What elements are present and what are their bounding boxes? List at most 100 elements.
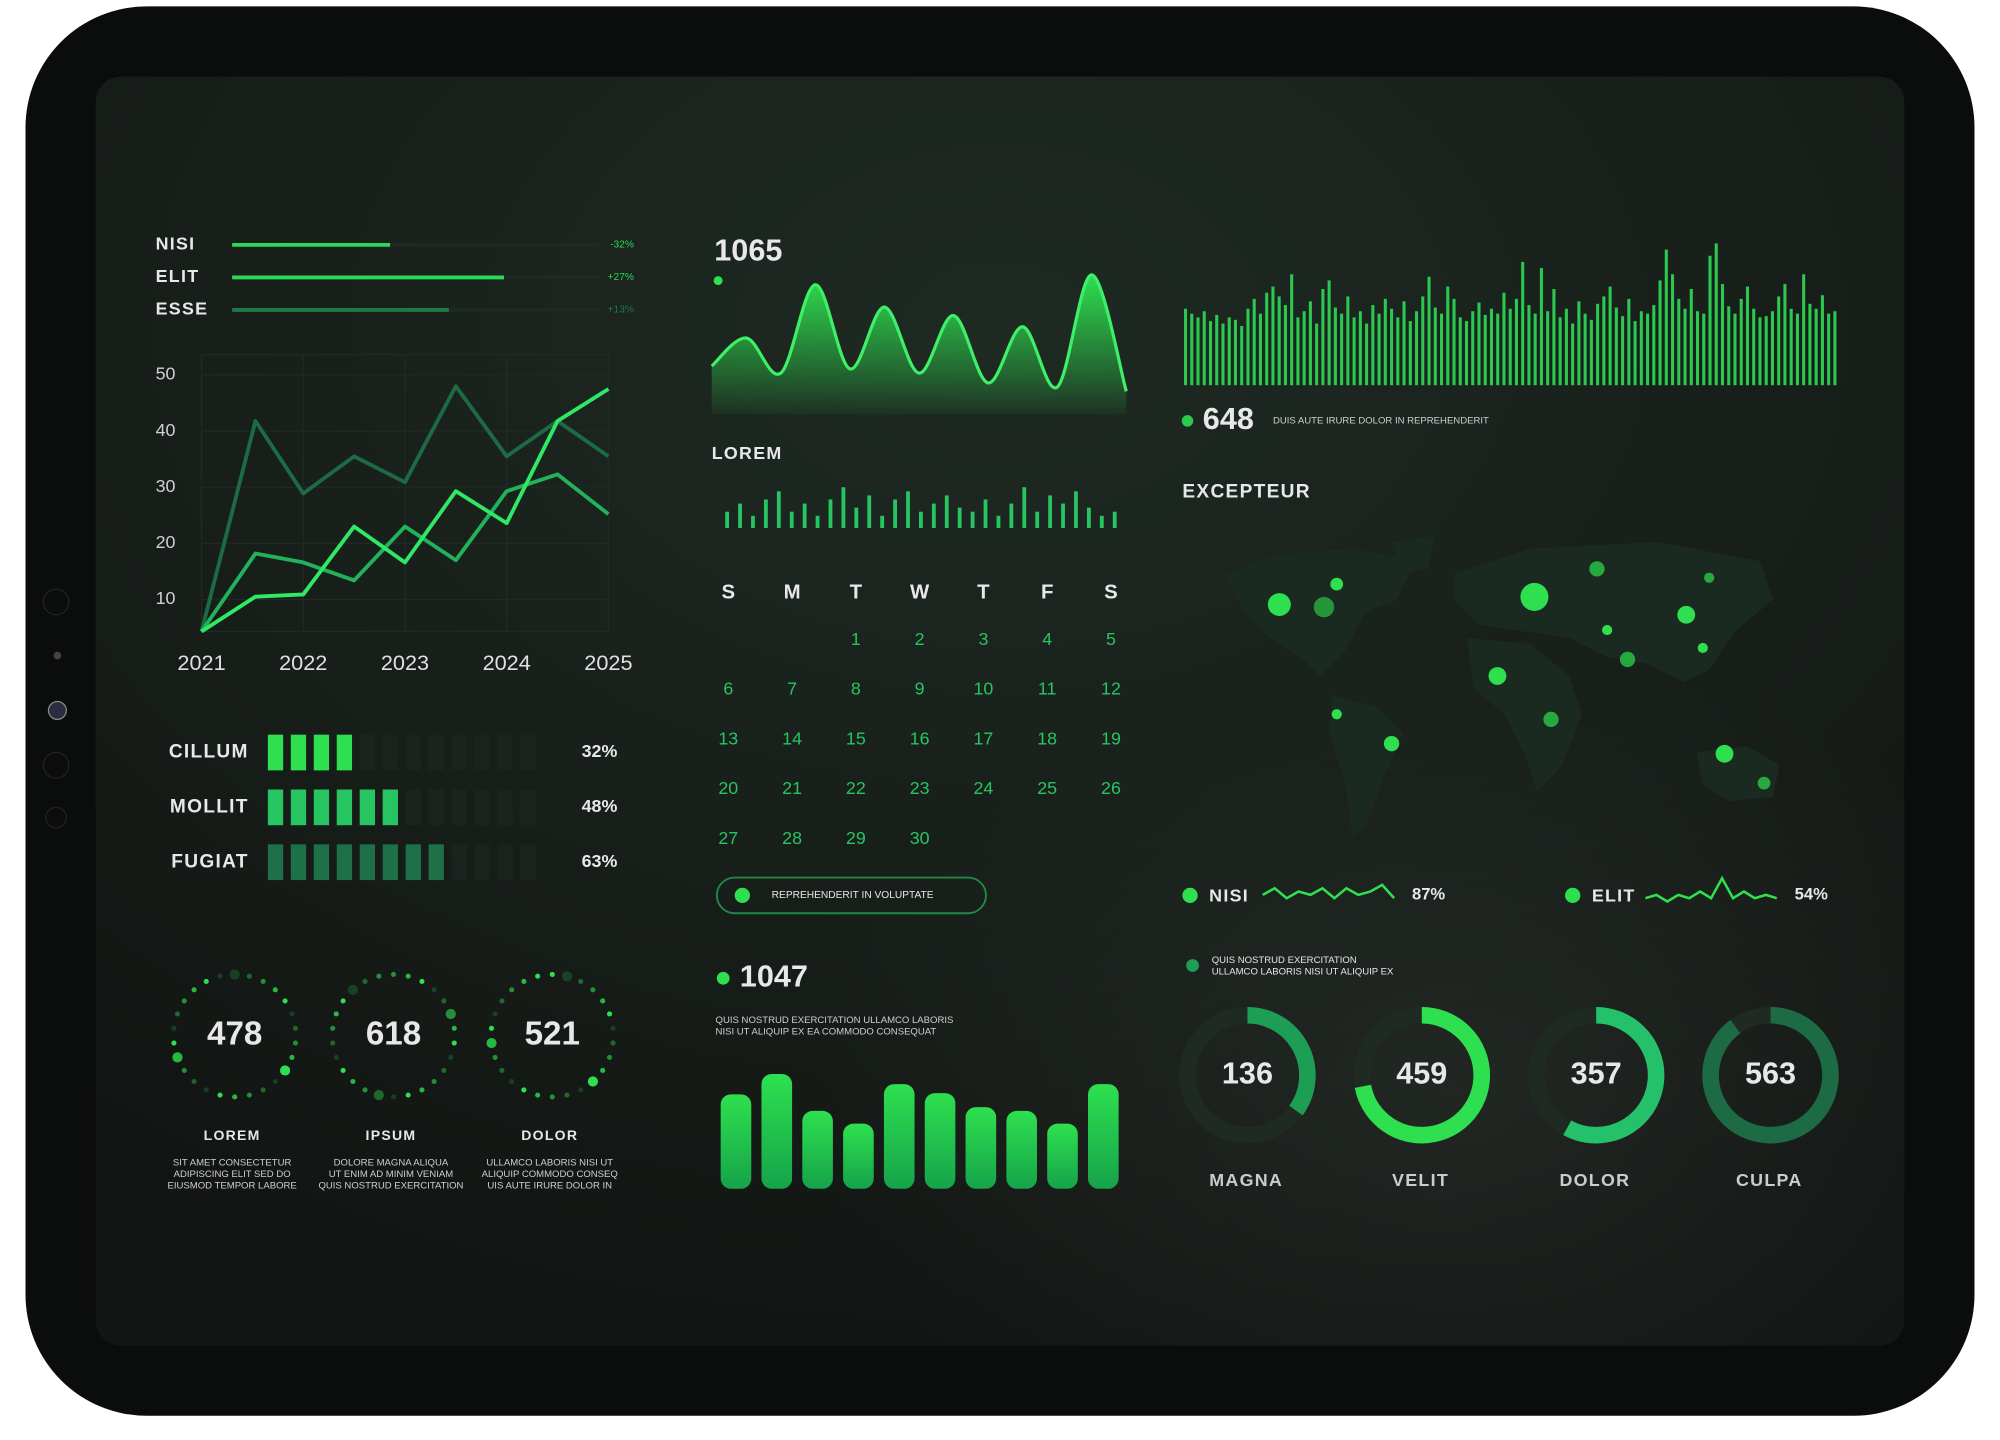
day: 10 <box>973 679 993 699</box>
map-dot <box>1704 572 1715 583</box>
ring-dot <box>181 998 187 1004</box>
ring-dot <box>376 973 382 979</box>
segment-value: 63% <box>582 851 618 871</box>
bar <box>1346 296 1350 386</box>
x-tick-label: 2023 <box>381 650 429 675</box>
ring-dot <box>564 1092 570 1098</box>
day: 2 <box>915 629 925 649</box>
progress-change: +13% <box>608 305 634 316</box>
bar <box>854 507 859 529</box>
bar <box>761 1073 793 1189</box>
day: 13 <box>718 728 738 748</box>
map-dot <box>1715 744 1734 763</box>
bar <box>1240 326 1244 386</box>
ring-dot <box>606 1011 613 1017</box>
segment <box>336 844 353 881</box>
bar <box>1265 292 1269 386</box>
day: 18 <box>1037 728 1057 748</box>
ring-dot <box>590 987 596 993</box>
bar <box>1733 313 1737 386</box>
weekday: M <box>784 581 801 603</box>
bar <box>1589 319 1593 386</box>
side-button <box>42 751 70 779</box>
day: 5 <box>1106 629 1116 649</box>
bar <box>789 511 794 529</box>
ring-dot <box>488 1025 495 1031</box>
ring-dot <box>419 978 425 985</box>
bar <box>1533 313 1537 386</box>
gauge-label: MAGNA <box>1209 1170 1283 1190</box>
bar <box>957 507 962 529</box>
ring-dot <box>340 998 346 1004</box>
button-label[interactable]: REPREHENDERIT IN VOLUPTATE <box>772 890 934 901</box>
bar <box>919 511 923 529</box>
weekday: S <box>722 581 736 603</box>
day: 27 <box>718 828 738 848</box>
bar <box>1764 316 1768 386</box>
continent <box>1696 746 1780 801</box>
ring-value: 521 <box>525 1015 580 1052</box>
ring-dot <box>492 1054 498 1060</box>
ring-dot <box>509 987 515 993</box>
bar <box>1271 286 1275 386</box>
bar <box>1471 311 1475 386</box>
bar <box>983 499 988 529</box>
ring-dot <box>451 1040 457 1046</box>
segment <box>359 734 375 771</box>
segment <box>290 789 307 826</box>
ring-dot <box>373 1090 384 1101</box>
segment-label: MOLLIT <box>170 796 249 817</box>
sensor <box>53 651 62 660</box>
bar <box>1340 313 1344 386</box>
segment <box>405 789 421 826</box>
y-tick-label: 30 <box>156 476 176 496</box>
ring-dot <box>549 1094 555 1100</box>
bar <box>893 499 897 529</box>
ring-dot <box>289 1011 295 1017</box>
segment <box>520 789 536 826</box>
segment <box>382 789 398 826</box>
bar <box>1215 314 1219 386</box>
bar <box>1283 305 1287 386</box>
day: 7 <box>787 679 797 699</box>
map-dot <box>1383 735 1400 752</box>
ring-dot <box>246 1092 252 1098</box>
bar-subtitle: NISI UT ALIQUIP EX EA COMMODO CONSEQUAT <box>716 1026 937 1037</box>
side-button <box>42 588 70 616</box>
progress-label: ESSE <box>156 299 209 319</box>
progress-label: ELIT <box>156 266 200 286</box>
bar <box>1808 303 1812 386</box>
side-button <box>45 806 67 829</box>
segment <box>428 789 444 826</box>
button[interactable] <box>715 876 987 915</box>
ring-description: ULLAMCO LABORIS NISI UT <box>486 1158 613 1169</box>
ring-dot <box>272 987 278 993</box>
spark-label: NISI <box>1209 885 1249 905</box>
bar <box>1802 274 1806 386</box>
map-dot <box>1602 624 1613 636</box>
map-dot <box>1331 709 1342 720</box>
ring-dot <box>492 1011 498 1017</box>
bar <box>776 491 781 529</box>
bar <box>1508 308 1512 386</box>
line-series <box>199 384 610 632</box>
bar <box>1514 298 1518 386</box>
ring-dot <box>279 1065 291 1076</box>
bar <box>1221 323 1225 386</box>
bar <box>880 515 885 529</box>
bar <box>1745 286 1750 386</box>
gauge-arc <box>1179 1006 1316 1144</box>
ring-dot <box>191 1078 197 1085</box>
bar <box>1246 308 1250 386</box>
continent <box>1454 542 1773 683</box>
ring-dot <box>499 1067 505 1074</box>
ring-dot <box>217 1092 223 1098</box>
bar <box>1814 308 1818 386</box>
ring-dot <box>203 978 209 985</box>
segment <box>382 734 398 771</box>
ring-description: ALIQUIP COMMODO CONSEQ <box>482 1169 618 1180</box>
bar <box>802 503 807 529</box>
ring-description: EIUSMOD TEMPOR LABORE <box>168 1181 297 1192</box>
bar <box>1047 1123 1078 1189</box>
